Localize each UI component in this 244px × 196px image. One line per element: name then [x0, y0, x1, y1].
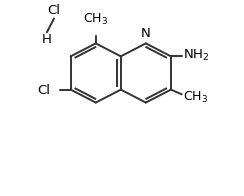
Text: Cl: Cl [48, 5, 61, 17]
Text: N: N [141, 27, 151, 40]
Text: Cl: Cl [38, 84, 51, 97]
Text: NH$_2$: NH$_2$ [183, 48, 209, 63]
Text: H: H [42, 33, 52, 46]
Text: CH$_3$: CH$_3$ [183, 90, 208, 105]
Text: CH$_3$: CH$_3$ [83, 12, 108, 27]
